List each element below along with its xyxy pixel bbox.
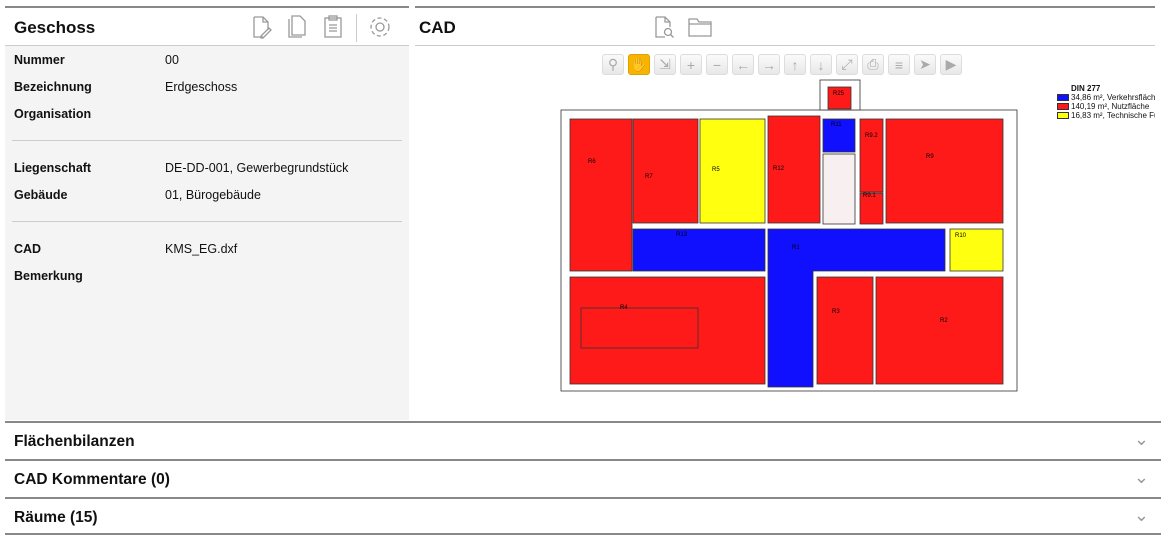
room-r1 (767, 228, 946, 388)
room-label: R1 (792, 245, 800, 251)
room-r5 (699, 118, 766, 224)
room-r11 (822, 118, 856, 153)
panel-title: Geschoss (14, 18, 96, 37)
chevron-down-icon[interactable]: ⌄ (1133, 467, 1149, 487)
field-nummer: Nummer 00 (14, 52, 179, 67)
section-flaechenbilanzen[interactable]: Flächenbilanzen ⌄ (5, 421, 1161, 459)
fit-icon[interactable]: ⤢ (836, 54, 858, 75)
room-r13 (632, 228, 766, 272)
geschoss-panel: Geschoss Nummer 00 Bezeichnung Erdgeschoss… (5, 6, 409, 420)
room-r25 (827, 86, 852, 110)
zoom-in-icon[interactable]: + (680, 54, 702, 75)
room-r6 (569, 118, 633, 272)
room-r9-2 (859, 118, 884, 193)
legend-item: 34,86 m², Verkehrsfläche (1057, 93, 1155, 102)
legend-item: 16,83 m², Technische Funktionsfläche (1057, 111, 1155, 120)
room-label: R13 (676, 232, 688, 238)
cad-title: CAD (419, 18, 456, 37)
section-raeume[interactable]: Räume (15) ⌄ (5, 497, 1161, 535)
room-label: R3 (832, 309, 840, 315)
room-label: R9 (926, 154, 934, 160)
room-label: R9.2 (865, 133, 878, 139)
field-bezeichnung: Bezeichnung Erdgeschoss (14, 79, 238, 94)
divider (12, 140, 402, 141)
room-label: R9.1 (863, 193, 876, 199)
room-label: R6 (588, 159, 596, 165)
zoom-tool-icon[interactable]: ⚲ (602, 54, 624, 75)
zoom-out-icon[interactable]: − (706, 54, 728, 75)
room-label: R12 (773, 166, 785, 172)
floor-plan[interactable]: R1 R2 R3 R4 R5 R6 R7 R9 R9.1 R9.2 R10 R1… (415, 8, 1155, 422)
room-label: R10 (955, 233, 967, 239)
folder-icon[interactable] (687, 14, 713, 40)
copy-icon[interactable] (284, 14, 310, 40)
legend: DIN 277 34,86 m², Verkehrsfläche 140,19 … (1057, 84, 1155, 120)
room-r12 (767, 115, 821, 224)
field-organisation: Organisation (14, 106, 92, 121)
cad-toolbar: ⚲ ✋ ⇲ + − ← → ↑ ↓ ⤢ ⎙ ≡ ➤ ▶ (602, 54, 962, 75)
room-label: R7 (645, 174, 653, 180)
room-label: R4 (620, 305, 628, 311)
document-search-icon[interactable] (651, 14, 677, 40)
room-r4 (569, 276, 766, 385)
field-gebaeude: Gebäude 01, Bürogebäude (14, 187, 261, 202)
arrow-left-icon[interactable]: ← (732, 54, 754, 75)
room-r3 (816, 276, 874, 385)
clipboard-icon[interactable] (320, 14, 346, 40)
legend-item: 140,19 m², Nutzfläche (1057, 102, 1155, 111)
edit-document-icon[interactable] (248, 14, 274, 40)
play-icon[interactable]: ▶ (940, 54, 962, 75)
room-label: R25 (833, 91, 845, 97)
select-cursor-icon[interactable]: ➤ (914, 54, 936, 75)
arrow-right-icon[interactable]: → (758, 54, 780, 75)
arrow-up-icon[interactable]: ↑ (784, 54, 806, 75)
field-bemerkung: Bemerkung (14, 268, 83, 283)
field-liegenschaft: Liegenschaft DE-DD-001, Gewerbegrundstück (14, 160, 349, 175)
chevron-down-icon[interactable]: ⌄ (1133, 429, 1149, 449)
section-cad-kommentare[interactable]: CAD Kommentare (0) ⌄ (5, 459, 1161, 497)
room-r2 (875, 276, 1004, 385)
room-r9 (885, 118, 1004, 224)
chevron-down-icon[interactable]: ⌄ (1133, 505, 1149, 525)
cad-panel: CAD ⚲ ✋ ⇲ + − ← → ↑ ↓ ⤢ ⎙ ≡ ➤ ▶ R1 R2 R3… (415, 6, 1155, 420)
layers-icon[interactable]: ≡ (888, 54, 910, 75)
zoom-window-icon[interactable]: ⇲ (654, 54, 676, 75)
room-label: R11 (831, 122, 842, 128)
room-label: R5 (712, 167, 720, 173)
divider (12, 221, 402, 222)
room-label: R2 (940, 318, 948, 324)
arrow-down-icon[interactable]: ↓ (810, 54, 832, 75)
room-r9-1 (859, 192, 884, 225)
field-cad: CAD KMS_EG.dxf (14, 241, 238, 256)
room-r7 (632, 118, 699, 224)
gear-icon[interactable] (367, 14, 393, 40)
pan-tool-icon[interactable]: ✋ (628, 54, 650, 75)
room-r10 (949, 228, 1004, 272)
print-icon[interactable]: ⎙ (862, 54, 884, 75)
